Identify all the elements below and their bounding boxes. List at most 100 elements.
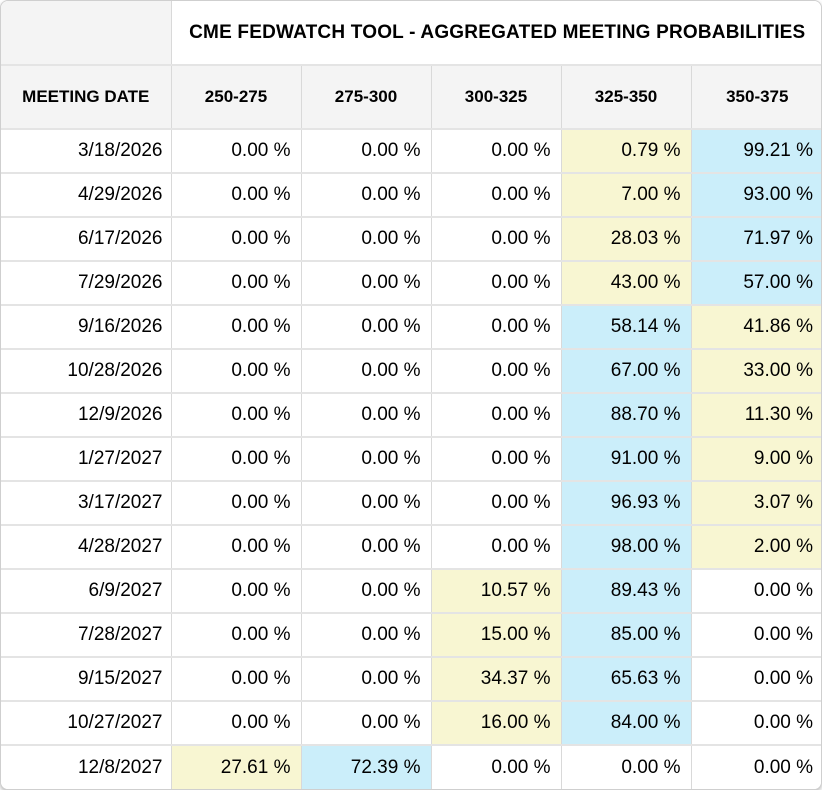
column-header-range-250-275: 250-275: [170, 64, 302, 130]
probability-cell: 0.00 %: [430, 524, 562, 570]
probability-cell: 28.03 %: [560, 216, 692, 262]
table-body: 3/18/2026 0.00 % 0.00 % 0.00 % 0.79 % 99.21 %…: [1, 128, 821, 789]
table-title: CME FEDWATCH TOOL - AGGREGATED MEETING P…: [170, 1, 821, 66]
probability-cell: 72.39 %: [300, 744, 432, 789]
probability-cell: 0.00 %: [170, 436, 302, 482]
column-header-range-275-300: 275-300: [300, 64, 432, 130]
table-row: 4/28/2027 0.00 % 0.00 % 0.00 % 98.00 % 2.00 %: [1, 524, 821, 570]
probability-cell: 0.00 %: [690, 700, 821, 746]
probability-cell: 10.57 %: [430, 568, 562, 614]
table-row: 10/27/2027 0.00 % 0.00 % 16.00 % 84.00 % 0.00…: [1, 700, 821, 746]
probability-cell: 71.97 %: [690, 216, 821, 262]
probability-cell: 7.00 %: [560, 172, 692, 218]
probability-cell: 0.00 %: [430, 128, 562, 174]
probability-cell: 91.00 %: [560, 436, 692, 482]
meeting-date-cell: 3/18/2026: [1, 128, 172, 174]
probability-cell: 15.00 %: [430, 612, 562, 658]
probability-cell: 0.00 %: [430, 260, 562, 306]
probability-cell: 89.43 %: [560, 568, 692, 614]
probability-cell: 0.00 %: [170, 172, 302, 218]
meeting-date-cell: 9/16/2026: [1, 304, 172, 350]
probability-cell: 0.00 %: [690, 656, 821, 702]
probability-cell: 0.00 %: [560, 744, 692, 789]
probability-cell: 0.00 %: [170, 348, 302, 394]
probability-cell: 0.00 %: [300, 216, 432, 262]
meeting-date-cell: 6/17/2026: [1, 216, 172, 262]
corner-cell: [1, 1, 172, 66]
probability-cell: 0.00 %: [430, 480, 562, 526]
table-row: 12/9/2026 0.00 % 0.00 % 0.00 % 88.70 % 11.30 …: [1, 392, 821, 438]
table-row: 9/16/2026 0.00 % 0.00 % 0.00 % 58.14 % 41.86 …: [1, 304, 821, 350]
probability-cell: 3.07 %: [690, 480, 821, 526]
column-header-range-325-350: 325-350: [560, 64, 692, 130]
meeting-date-cell: 6/9/2027: [1, 568, 172, 614]
table-row: 7/28/2027 0.00 % 0.00 % 15.00 % 85.00 % 0.00 …: [1, 612, 821, 658]
meeting-date-cell: 7/28/2027: [1, 612, 172, 658]
probability-cell: 0.00 %: [300, 700, 432, 746]
meeting-date-cell: 7/29/2026: [1, 260, 172, 306]
column-header-range-350-375: 350-375: [690, 64, 821, 130]
probability-cell: 57.00 %: [690, 260, 821, 306]
table-row: 7/29/2026 0.00 % 0.00 % 0.00 % 43.00 % 57.00 …: [1, 260, 821, 306]
probability-cell: 0.00 %: [430, 392, 562, 438]
probability-cell: 9.00 %: [690, 436, 821, 482]
title-row: CME FEDWATCH TOOL - AGGREGATED MEETING P…: [1, 1, 821, 66]
table-row: 6/17/2026 0.00 % 0.00 % 0.00 % 28.03 % 71.97 …: [1, 216, 821, 262]
probability-cell: 0.00 %: [300, 128, 432, 174]
probability-cell: 65.63 %: [560, 656, 692, 702]
probability-cell: 0.00 %: [300, 348, 432, 394]
meeting-date-cell: 9/15/2027: [1, 656, 172, 702]
probability-cell: 0.00 %: [300, 480, 432, 526]
probability-cell: 0.00 %: [170, 304, 302, 350]
probability-cell: 2.00 %: [690, 524, 821, 570]
meeting-date-cell: 4/28/2027: [1, 524, 172, 570]
probability-cell: 34.37 %: [430, 656, 562, 702]
probability-cell: 0.00 %: [690, 612, 821, 658]
probability-cell: 0.00 %: [300, 304, 432, 350]
probability-cell: 0.00 %: [430, 304, 562, 350]
probability-cell: 0.00 %: [690, 744, 821, 789]
probability-cell: 84.00 %: [560, 700, 692, 746]
probability-cell: 0.00 %: [170, 392, 302, 438]
probability-cell: 11.30 %: [690, 392, 821, 438]
meeting-date-cell: 12/9/2026: [1, 392, 172, 438]
header-row: MEETING DATE 250-275 275-300 300-325 325-350…: [1, 64, 821, 130]
table-row: 3/17/2027 0.00 % 0.00 % 0.00 % 96.93 % 3.07 %: [1, 480, 821, 526]
probability-cell: 0.79 %: [560, 128, 692, 174]
probability-cell: 58.14 %: [560, 304, 692, 350]
table-row: 1/27/2027 0.00 % 0.00 % 0.00 % 91.00 % 9.00 %: [1, 436, 821, 482]
probability-cell: 0.00 %: [300, 436, 432, 482]
meeting-date-cell: 12/8/2027: [1, 744, 172, 789]
meeting-date-cell: 4/29/2026: [1, 172, 172, 218]
probability-cell: 96.93 %: [560, 480, 692, 526]
table-row: 6/9/2027 0.00 % 0.00 % 10.57 % 89.43 % 0.00 %: [1, 568, 821, 614]
probability-cell: 41.86 %: [690, 304, 821, 350]
table-row: 10/28/2026 0.00 % 0.00 % 0.00 % 67.00 % 33.00…: [1, 348, 821, 394]
probability-cell: 43.00 %: [560, 260, 692, 306]
probability-cell: 0.00 %: [300, 392, 432, 438]
probability-cell: 0.00 %: [430, 348, 562, 394]
meeting-date-cell: 10/27/2027: [1, 700, 172, 746]
probability-cell: 88.70 %: [560, 392, 692, 438]
probability-cell: 0.00 %: [430, 436, 562, 482]
probability-cell: 0.00 %: [430, 216, 562, 262]
meeting-date-cell: 1/27/2027: [1, 436, 172, 482]
probability-cell: 99.21 %: [690, 128, 821, 174]
probability-cell: 0.00 %: [300, 260, 432, 306]
probability-cell: 0.00 %: [300, 568, 432, 614]
probability-cell: 0.00 %: [170, 480, 302, 526]
probability-cell: 0.00 %: [170, 700, 302, 746]
table-row: 4/29/2026 0.00 % 0.00 % 0.00 % 7.00 % 93.00 %: [1, 172, 821, 218]
column-header-range-300-325: 300-325: [430, 64, 562, 130]
meeting-date-cell: 3/17/2027: [1, 480, 172, 526]
probability-cell: 16.00 %: [430, 700, 562, 746]
probability-cell: 27.61 %: [170, 744, 302, 789]
probability-cell: 0.00 %: [430, 172, 562, 218]
table-row: 9/15/2027 0.00 % 0.00 % 34.37 % 65.63 % 0.00 …: [1, 656, 821, 702]
probability-cell: 0.00 %: [170, 128, 302, 174]
probability-cell: 0.00 %: [300, 656, 432, 702]
probability-cell: 98.00 %: [560, 524, 692, 570]
probability-cell: 0.00 %: [170, 216, 302, 262]
